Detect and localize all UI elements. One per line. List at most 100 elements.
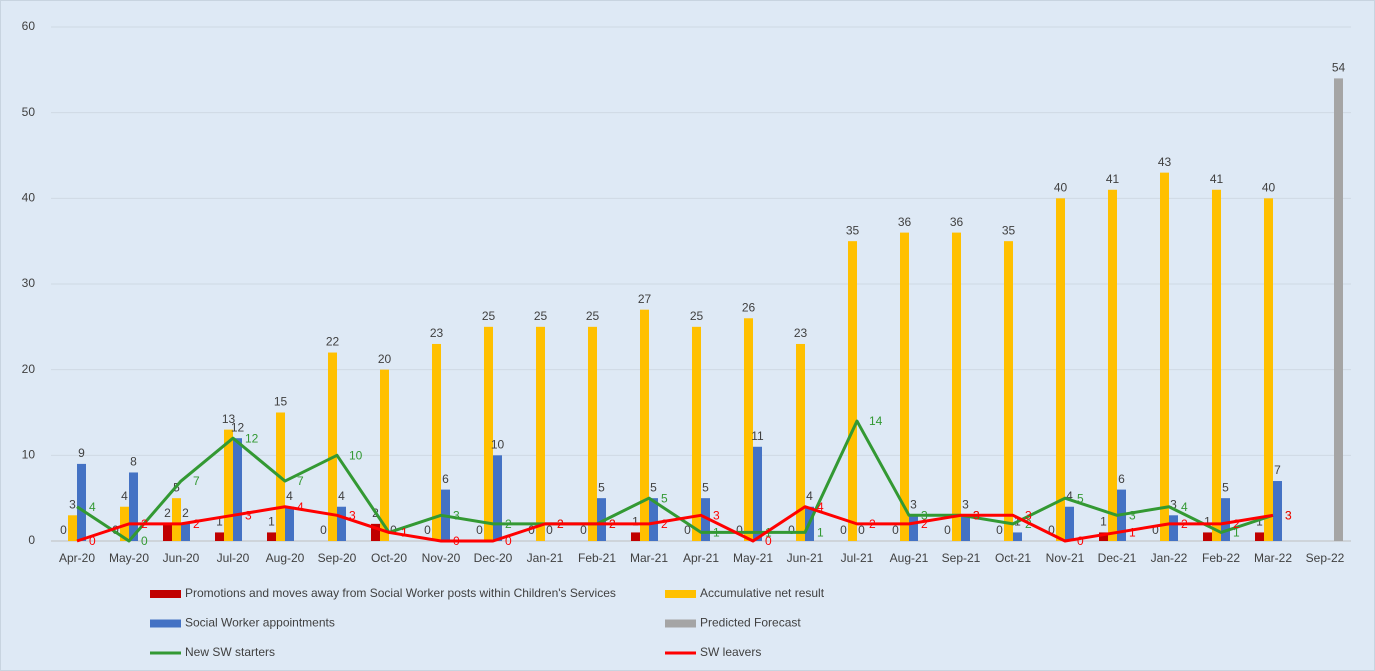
bar-value-label: 0 xyxy=(546,523,553,537)
y-tick-label: 0 xyxy=(28,533,35,547)
line-value-label: 1 xyxy=(1233,526,1240,540)
line-value-label: 2 xyxy=(921,517,928,531)
line-value-label: 0 xyxy=(89,534,96,548)
bar-value-label: 0 xyxy=(892,523,899,537)
line-value-label: 2 xyxy=(505,517,512,531)
x-tick-label: Apr-20 xyxy=(59,551,95,565)
bar xyxy=(328,352,337,541)
bar-value-label: 4 xyxy=(286,489,293,503)
x-tick-label: Nov-20 xyxy=(422,551,461,565)
x-tick-label: Sep-22 xyxy=(1306,551,1345,565)
x-tick-label: May-21 xyxy=(733,551,773,565)
bar-value-label: 25 xyxy=(482,309,496,323)
y-tick-label: 10 xyxy=(22,448,36,462)
bar xyxy=(1004,241,1013,541)
bar xyxy=(640,309,649,541)
line-value-label: 4 xyxy=(817,500,824,514)
line-value-label: 2 xyxy=(869,517,876,531)
line-value-label: 14 xyxy=(869,414,883,428)
line-value-label: 0 xyxy=(765,534,772,548)
bar xyxy=(77,463,86,541)
bar-value-label: 54 xyxy=(1332,61,1346,75)
bar xyxy=(380,369,389,541)
line-value-label: 5 xyxy=(1077,491,1084,505)
bar xyxy=(536,326,545,541)
bar xyxy=(692,326,701,541)
bar xyxy=(1264,198,1273,542)
x-tick-label: Dec-20 xyxy=(474,551,513,565)
bar xyxy=(181,523,190,541)
bar-value-label: 43 xyxy=(1158,155,1172,169)
legend-swatch xyxy=(665,619,696,628)
bar xyxy=(1056,198,1065,542)
x-tick-label: May-20 xyxy=(109,551,149,565)
bar-value-label: 6 xyxy=(442,472,449,486)
bar-value-label: 0 xyxy=(736,523,743,537)
bar xyxy=(744,318,753,541)
bar-value-label: 0 xyxy=(1152,523,1159,537)
y-tick-label: 30 xyxy=(22,276,36,290)
bar-value-label: 36 xyxy=(950,215,964,229)
bar-value-label: 1 xyxy=(1256,515,1263,529)
bar-value-label: 0 xyxy=(944,523,951,537)
bar-value-label: 4 xyxy=(806,489,813,503)
line-series xyxy=(76,419,1274,543)
x-tick-label: Jul-21 xyxy=(841,551,874,565)
bar-value-label: 4 xyxy=(121,489,128,503)
line-value-label: 1 xyxy=(1129,526,1136,540)
x-tick-label: Mar-22 xyxy=(1254,551,1292,565)
bar-value-label: 6 xyxy=(1118,472,1125,486)
bar-value-label: 3 xyxy=(69,497,76,511)
bar-value-label: 2 xyxy=(164,506,171,520)
line-value-label: 4 xyxy=(1181,500,1188,514)
line-value-label: 0 xyxy=(141,534,148,548)
line-value-label: 3 xyxy=(921,508,928,522)
bar xyxy=(848,241,857,541)
line-value-label: 0 xyxy=(1077,534,1084,548)
line-value-label: 2 xyxy=(1233,517,1240,531)
bar-value-label: 35 xyxy=(1002,223,1016,237)
x-tick-label: Dec-21 xyxy=(1098,551,1137,565)
y-tick-label: 40 xyxy=(22,191,36,205)
legend-swatch xyxy=(665,590,696,598)
x-tick-label: Nov-21 xyxy=(1046,551,1085,565)
bar-value-label: 26 xyxy=(742,300,756,314)
line-value-label: 0 xyxy=(505,534,512,548)
bar-value-label: 1 xyxy=(268,515,275,529)
bar-value-label: 1 xyxy=(1100,515,1107,529)
bar-value-label: 25 xyxy=(586,309,600,323)
bar-value-label: 25 xyxy=(690,309,704,323)
bar xyxy=(337,506,346,541)
bar-value-label: 4 xyxy=(338,489,345,503)
bar xyxy=(1169,515,1178,541)
bar-value-label: 9 xyxy=(78,446,85,460)
bar xyxy=(1212,189,1221,541)
bar-value-label: 40 xyxy=(1262,181,1276,195)
bar-value-label: 0 xyxy=(1048,523,1055,537)
bar-value-label: 41 xyxy=(1106,172,1120,186)
bar xyxy=(1160,172,1169,541)
bar-value-label: 0 xyxy=(60,523,67,537)
x-tick-label: Apr-21 xyxy=(683,551,719,565)
bar-value-label: 0 xyxy=(320,523,327,537)
line-value-label: 2 xyxy=(141,517,148,531)
legend-label: Accumulative net result xyxy=(700,586,825,600)
line-value-label: 5 xyxy=(661,491,668,505)
bar xyxy=(909,515,918,541)
x-tick-label: Aug-21 xyxy=(890,551,929,565)
legend-swatch xyxy=(150,590,181,598)
bar-value-label: 35 xyxy=(846,223,860,237)
bar xyxy=(371,523,380,541)
line-value-label: 12 xyxy=(245,431,259,445)
bar xyxy=(900,232,909,541)
line-value-label: 0 xyxy=(453,534,460,548)
bar-value-label: 5 xyxy=(598,480,605,494)
x-tick-label: Sep-20 xyxy=(318,551,357,565)
bar xyxy=(597,498,606,541)
line-value-label: 3 xyxy=(713,508,720,522)
legend-label: New SW starters xyxy=(185,645,275,659)
bar-value-label: 1 xyxy=(216,515,223,529)
bar-value-label: 36 xyxy=(898,215,912,229)
line-value-label: 2 xyxy=(661,517,668,531)
legend-label: Promotions and moves away from Social Wo… xyxy=(185,586,616,600)
